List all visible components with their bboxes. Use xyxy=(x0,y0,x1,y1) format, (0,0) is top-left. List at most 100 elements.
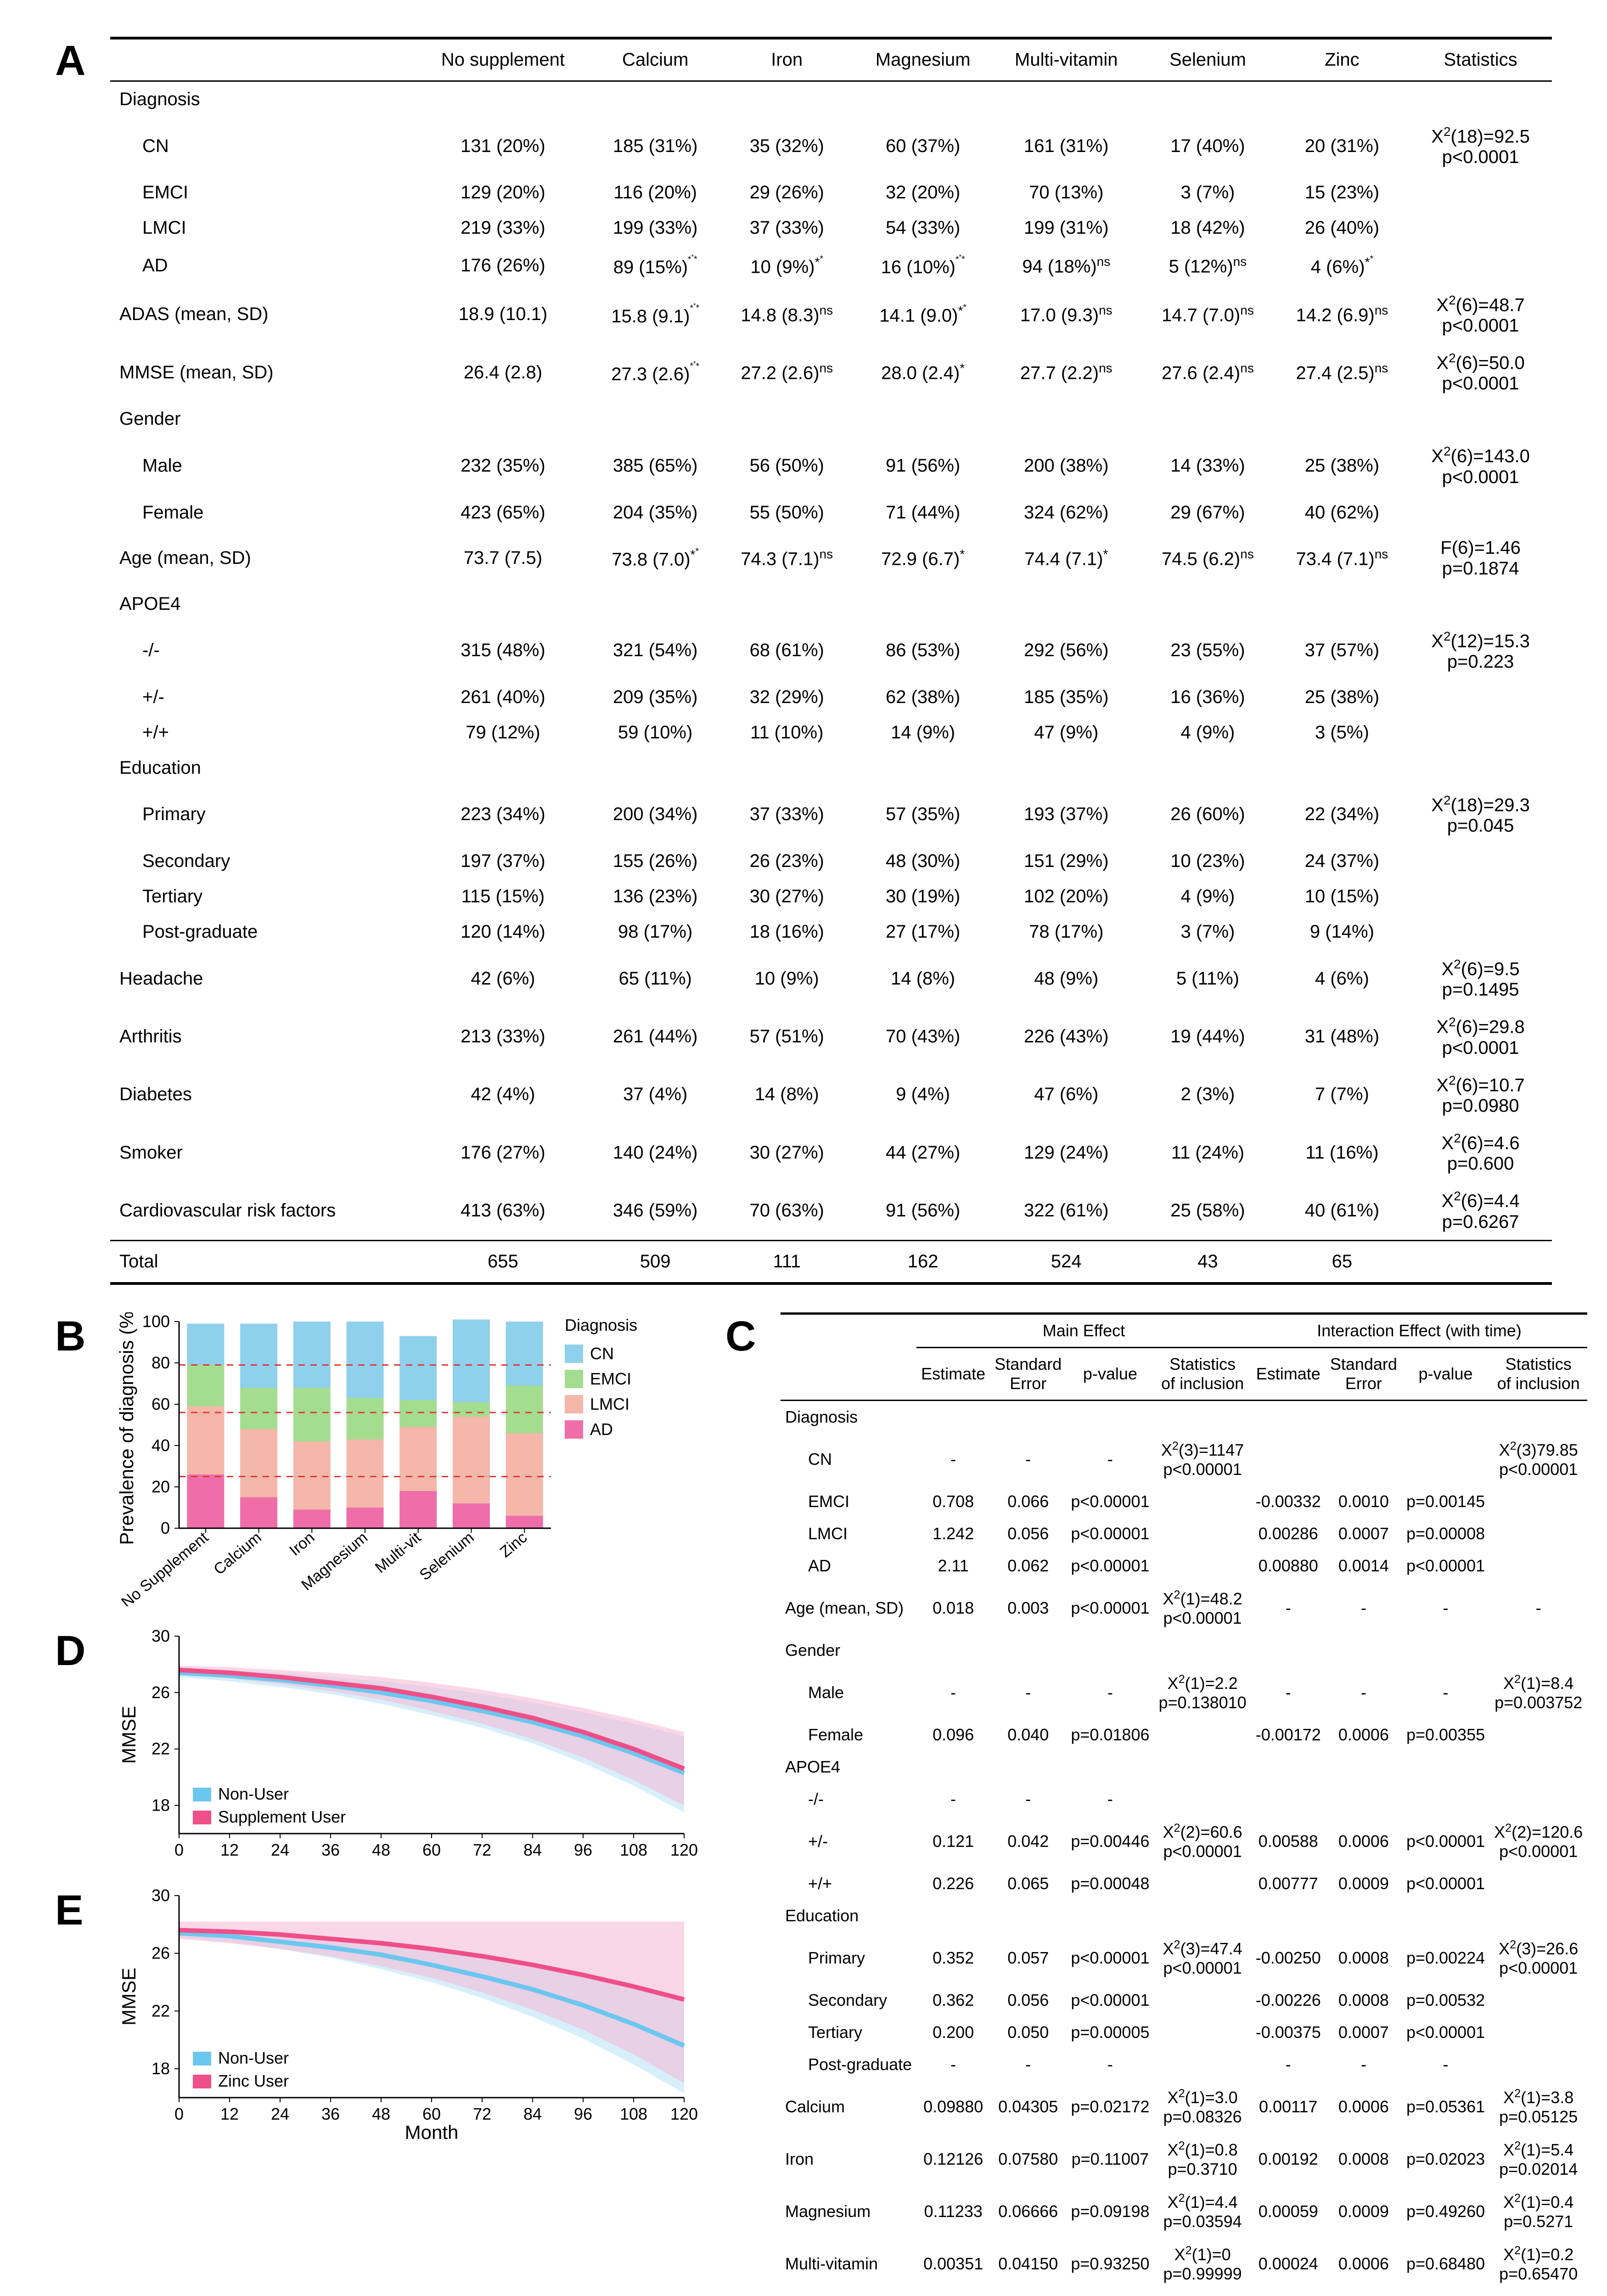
svg-text:AD: AD xyxy=(590,1420,613,1439)
svg-text:Prevalence of diagnosis (%): Prevalence of diagnosis (%) xyxy=(116,1312,137,1545)
svg-text:22: 22 xyxy=(152,2001,170,2020)
table-a-col-header: Statistics xyxy=(1409,38,1552,81)
table-c-row: Male---X2(1)=2.2p=0.138010---X2(1)=8.4p=… xyxy=(781,1666,1587,1719)
table-a-row: +/-261 (40%)209 (35%)32 (29%)62 (38%)185… xyxy=(110,680,1552,715)
table-a-row: MMSE (mean, SD)26.4 (2.8)27.3 (2.6)***27… xyxy=(110,343,1552,401)
table-a-row: Arthritis213 (33%)261 (44%)57 (51%)70 (4… xyxy=(110,1007,1552,1065)
table-c-row: Female0.0960.040p=0.01806-0.001720.0006p… xyxy=(781,1719,1587,1751)
svg-text:Zinc: Zinc xyxy=(497,1529,531,1561)
svg-text:96: 96 xyxy=(574,2105,592,2123)
table-a-row: Diabetes42 (4%)37 (4%)14 (8%)9 (4%)47 (6… xyxy=(110,1066,1552,1124)
panel-a: A No supplementCalciumIronMagnesiumMulti… xyxy=(55,37,1552,1285)
table-a-col-header: Iron xyxy=(719,38,854,81)
table-a-row: +/+79 (12%)59 (10%)11 (10%)14 (9%)47 (9%… xyxy=(110,715,1552,750)
table-a-col-header xyxy=(110,38,415,81)
svg-text:12: 12 xyxy=(220,1840,239,1859)
svg-text:0: 0 xyxy=(174,1840,184,1859)
svg-text:60: 60 xyxy=(422,2105,441,2123)
table-a-row: Headache42 (6%)65 (11%)10 (9%)14 (8%)48 … xyxy=(110,950,1552,1007)
svg-text:Month: Month xyxy=(405,2122,459,2143)
svg-text:100: 100 xyxy=(142,1312,170,1331)
table-a-row: -/-315 (48%)321 (54%)68 (61%)86 (53%)292… xyxy=(110,622,1552,680)
table-c-row: Magnesium0.112330.06666p=0.09198X2(1)=4.… xyxy=(781,2185,1587,2238)
table-c-row: CN---X2(3)=1147p<0.00001X2(3)79.85p<0.00… xyxy=(781,1433,1587,1486)
svg-text:108: 108 xyxy=(620,2105,647,2123)
table-c-row: Iron0.121260.07580p=0.11007X2(1)=0.8p=0.… xyxy=(781,2133,1587,2185)
panel-b-chart: 020406080100No SupplementCalciumIronMagn… xyxy=(110,1312,698,1606)
table-c-row: -/---- xyxy=(781,1783,1587,1815)
table-a-row: Cardiovascular risk factors413 (63%)346 … xyxy=(110,1182,1552,1240)
svg-text:26: 26 xyxy=(152,1683,170,1702)
svg-text:Non-User: Non-User xyxy=(218,2048,289,2067)
svg-text:20: 20 xyxy=(152,1477,170,1496)
table-c-row: Diagnosis xyxy=(781,1400,1587,1433)
svg-text:EMCI: EMCI xyxy=(590,1369,631,1388)
table-c-row: Selenium0.102690.12239p=0.40145X2(1)=2.2… xyxy=(781,2290,1587,2296)
table-c-row: Tertiary0.2000.050p=0.00005-0.003750.000… xyxy=(781,2016,1587,2048)
table-c-row: Multi-vitamin0.003510.04150p=0.93250X2(1… xyxy=(781,2238,1587,2290)
table-a-row: Education xyxy=(110,750,1552,786)
svg-text:18: 18 xyxy=(152,1795,170,1814)
svg-text:Iron: Iron xyxy=(286,1529,318,1559)
table-a-row: Age (mean, SD)73.7 (7.5)73.8 (7.0)**74.3… xyxy=(110,530,1552,586)
svg-text:60: 60 xyxy=(152,1395,170,1413)
table-a-row: Female423 (65%)204 (35%)55 (50%)71 (44%)… xyxy=(110,495,1552,530)
svg-text:72: 72 xyxy=(473,2105,491,2123)
svg-text:40: 40 xyxy=(152,1436,170,1455)
svg-text:18: 18 xyxy=(152,2059,170,2078)
table-a-col-header: Selenium xyxy=(1141,38,1275,81)
svg-text:80: 80 xyxy=(152,1353,170,1372)
svg-text:84: 84 xyxy=(523,1840,542,1859)
svg-text:60: 60 xyxy=(422,1840,441,1859)
table-c-row: AD2.110.062p<0.000010.008800.0014p<0.000… xyxy=(781,1550,1587,1582)
svg-text:30: 30 xyxy=(152,1886,170,1905)
svg-text:36: 36 xyxy=(321,1840,340,1859)
svg-text:Multi-vit: Multi-vit xyxy=(372,1528,425,1576)
svg-text:Zinc User: Zinc User xyxy=(218,2071,289,2090)
table-a-row: EMCI129 (20%)116 (20%)29 (26%)32 (20%)70… xyxy=(110,175,1552,210)
table-a-row: Tertiary115 (15%)136 (23%)30 (27%)30 (19… xyxy=(110,879,1552,914)
table-a-row: APOE4 xyxy=(110,586,1552,622)
table-a-row: Secondary197 (37%)155 (26%)26 (23%)48 (3… xyxy=(110,844,1552,879)
table-c-row: Post-graduate------ xyxy=(781,2048,1587,2081)
svg-text:Selenium: Selenium xyxy=(416,1529,478,1584)
table-c-row: Secondary0.3620.056p<0.00001-0.002260.00… xyxy=(781,1984,1587,2016)
table-c-row: Calcium0.098800.04305p=0.02172X2(1)=3.0p… xyxy=(781,2081,1587,2133)
svg-text:24: 24 xyxy=(271,2105,289,2123)
panel-b-label: B xyxy=(55,1312,85,1361)
table-a-row: Male232 (35%)385 (65%)56 (50%)91 (56%)20… xyxy=(110,437,1552,495)
table-a-row: AD176 (26%)89 (15%)***10 (9%)**16 (10%)*… xyxy=(110,246,1552,285)
table-c-row: Education xyxy=(781,1900,1587,1932)
panel-b: B 020406080100No SupplementCalciumIronMa… xyxy=(55,1312,698,1609)
panel-a-label: A xyxy=(55,37,85,85)
panel-c: C Main EffectInteraction Effect (with ti… xyxy=(725,1312,1587,2296)
svg-text:96: 96 xyxy=(574,1840,592,1859)
table-c-row: EMCI0.7080.066p<0.00001-0.003320.0010p=0… xyxy=(781,1486,1587,1518)
table-c-row: APOE4 xyxy=(781,1751,1587,1783)
table-c-row: Gender xyxy=(781,1634,1587,1666)
table-a-row: Primary223 (34%)200 (34%)37 (33%)57 (35%… xyxy=(110,786,1552,844)
panel-e: E 1822263001224364860728496108120MMSEMon… xyxy=(55,1886,698,2155)
table-c-row: Age (mean, SD)0.0180.003p<0.00001X2(1)=4… xyxy=(781,1582,1587,1634)
svg-text:120: 120 xyxy=(670,1840,698,1859)
table-a-col-header: No supplement xyxy=(415,38,591,81)
panel-d-chart: 1822263001224364860728496108120MMSENon-U… xyxy=(110,1627,698,1866)
table-c-row: +/-0.1210.042p=0.00446X2(2)=60.6p<0.0000… xyxy=(781,1815,1587,1868)
svg-text:72: 72 xyxy=(473,1840,491,1859)
svg-text:MMSE: MMSE xyxy=(118,1968,140,2026)
table-a-row: Gender xyxy=(110,401,1552,437)
svg-text:22: 22 xyxy=(152,1739,170,1758)
svg-text:LMCI: LMCI xyxy=(590,1395,629,1413)
svg-text:Diagnosis: Diagnosis xyxy=(565,1316,637,1334)
table-a-col-header: Magnesium xyxy=(854,38,992,81)
table-c-row: +/+0.2260.065p=0.000480.007770.0009p<0.0… xyxy=(781,1868,1587,1900)
table-c-row: LMCI1.2420.056p<0.000010.002860.0007p=0.… xyxy=(781,1518,1587,1550)
svg-text:Supplement User: Supplement User xyxy=(218,1807,346,1826)
svg-text:48: 48 xyxy=(372,2105,390,2123)
table-a-row: Smoker176 (27%)140 (24%)30 (27%)44 (27%)… xyxy=(110,1124,1552,1182)
svg-text:Non-User: Non-User xyxy=(218,1784,289,1803)
table-a-row: Diagnosis xyxy=(110,81,1552,118)
svg-text:108: 108 xyxy=(620,1840,647,1859)
table-a-row: CN131 (20%)185 (31%)35 (32%)60 (37%)161 … xyxy=(110,117,1552,175)
table-c-row: Primary0.3520.057p<0.00001X2(3)=47.4p<0.… xyxy=(781,1932,1587,1984)
